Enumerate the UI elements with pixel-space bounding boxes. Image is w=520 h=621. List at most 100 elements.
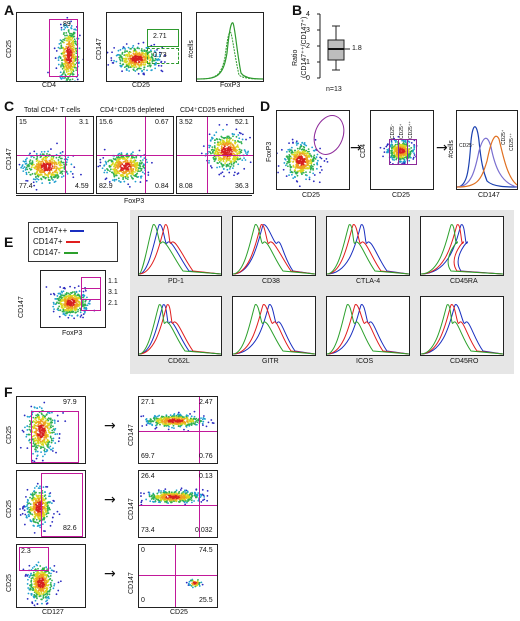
b-boxplot xyxy=(317,13,350,79)
f2-right-hline xyxy=(139,505,217,506)
c1-lr: 4.59 xyxy=(75,183,89,190)
a2-ylabel: CD147 xyxy=(96,38,103,60)
b-tick-2: 2 xyxy=(306,43,310,50)
f3-arrow: → xyxy=(104,566,116,582)
f1r-cloud xyxy=(140,410,215,432)
f1-left-gate xyxy=(31,411,79,463)
d2-dotplot: CD25⁻ CD25⁺ CD25⁺⁺ xyxy=(370,110,434,190)
f3l-cloud xyxy=(22,561,62,607)
b-median-label: 1.8 xyxy=(352,45,362,52)
c1-ll: 77.4 xyxy=(19,183,33,190)
panel-d-letter: D xyxy=(260,98,271,114)
f3-lr: 25.5 xyxy=(199,597,213,604)
a1-dotplot: 89 xyxy=(16,12,84,82)
f2-left-dotplot: 82.6 xyxy=(16,470,86,538)
c3-lr: 36.3 xyxy=(235,183,249,190)
f2-left-gate-value: 82.6 xyxy=(63,525,77,532)
e-scatter xyxy=(40,270,106,328)
f1-lr: 0.76 xyxy=(199,453,213,460)
d3-label-pp: CD25⁺⁺ xyxy=(509,132,515,151)
b-tick-1: 1 xyxy=(306,59,310,66)
f3-left-ylabel: CD25 xyxy=(6,574,13,592)
d2-gate-label-pp: CD25⁺⁺ xyxy=(408,120,414,139)
e-marker-label-gitr: GITR xyxy=(262,358,279,365)
f2-right-dotplot: 26.4 0.13 73.4 0.032 xyxy=(138,470,218,538)
e-gate-value-2: 3.1 xyxy=(108,289,118,296)
e-marker-label-cd62l: CD62L xyxy=(168,358,190,365)
c-ylabel: CD147 xyxy=(6,148,13,170)
e-legend-label-3: CD147- xyxy=(33,248,61,257)
c1-ur: 3.1 xyxy=(79,119,89,126)
d2-xlabel: CD25 xyxy=(392,192,410,199)
panel-c-letter: C xyxy=(4,98,15,114)
e-marker-label-cd45ro: CD45RO xyxy=(450,358,479,365)
f1-left-gate-value: 97.9 xyxy=(63,399,77,406)
f2-left-ylabel: CD25 xyxy=(6,500,13,518)
c2-ur: 0.67 xyxy=(155,119,169,126)
c3-hline xyxy=(177,155,253,156)
e-gate-value-3: 2.1 xyxy=(108,300,118,307)
e-hist-ctla-4 xyxy=(326,216,410,276)
c-xaxis-line xyxy=(16,195,252,196)
d1-cloud xyxy=(277,138,329,188)
f2-ul: 26.4 xyxy=(141,473,155,480)
f2-arrow: → xyxy=(104,492,116,508)
e-hist-icos xyxy=(326,296,410,356)
f1-left-ylabel: CD25 xyxy=(6,426,13,444)
c2-title: CD4⁺CD25 depleted xyxy=(100,107,165,114)
f3-right-dotplot: 0 74.5 0 25.5 xyxy=(138,544,218,608)
f1-left-dotplot: 97.9 xyxy=(16,396,86,464)
f3-ul: 0 xyxy=(141,547,145,554)
c3-ur: 52.1 xyxy=(235,119,249,126)
panel-b-letter: B xyxy=(292,2,303,18)
e-gate-value-1: 1.1 xyxy=(108,278,118,285)
a2-cloud xyxy=(107,41,166,76)
panel-a-letter: A xyxy=(4,2,15,18)
a1-cloud xyxy=(47,16,83,81)
a1-xlabel: CD4 xyxy=(42,82,57,89)
b-ylabel-1: Ratio xyxy=(292,49,299,66)
c3-dotplot: 3.52 52.1 8.08 36.3 xyxy=(176,116,254,194)
c2-ul: 15.6 xyxy=(99,119,113,126)
d1-gate xyxy=(313,115,345,155)
d2-gate-label-pos: CD25⁺ xyxy=(399,123,405,139)
c2-lr: 0.84 xyxy=(155,183,169,190)
f3-ur: 74.5 xyxy=(199,547,213,554)
f-left-xlabel: CD127 xyxy=(42,609,64,616)
d3-histogram: CD25⁻ CD25⁺ CD25⁺⁺ xyxy=(456,110,518,190)
c3-cloud xyxy=(200,123,252,178)
c3-ul: 3.52 xyxy=(179,119,193,126)
f2-right-ylabel: CD147 xyxy=(128,498,135,520)
a2-lower-gate xyxy=(147,48,179,64)
panel-e-letter: E xyxy=(4,234,14,250)
e-legend-item-2: CD147+ xyxy=(33,237,80,246)
c-xlabel: FoxP3 xyxy=(124,198,145,205)
e-marker-label-icos: ICOS xyxy=(356,358,374,365)
e-scatter-ylabel: CD147 xyxy=(18,296,25,318)
f1-right-dotplot: 27.1 2.47 69.7 0.76 xyxy=(138,396,218,464)
d1-xlabel: CD25 xyxy=(302,192,320,199)
d2-cloud xyxy=(379,135,418,166)
d-arrow-2: → xyxy=(436,140,448,156)
c1-ul: 15 xyxy=(19,119,27,126)
a2-lower-value: 0.73 xyxy=(153,52,167,59)
a2-xlabel: CD25 xyxy=(132,82,150,89)
e-legend-item-1: CD147++ xyxy=(33,226,85,235)
a2-upper-gate xyxy=(147,29,179,47)
f1-right-ylabel: CD147 xyxy=(128,424,135,446)
d1-dotplot xyxy=(276,110,350,190)
d2-gate-label-neg: CD25⁻ xyxy=(390,123,396,139)
c1-hline xyxy=(17,155,93,156)
f1-ur: 2.47 xyxy=(199,399,213,406)
e-hist-cd45ro xyxy=(420,296,504,356)
b-tick-3: 3 xyxy=(306,27,310,34)
e-hist-pd-1 xyxy=(138,216,222,276)
f2-left-gate xyxy=(41,473,83,537)
e-marker-label-cd45ra: CD45RA xyxy=(450,278,478,285)
e-legend-label-2: CD147+ xyxy=(33,237,63,246)
c1-title: Total CD4⁺ T cells xyxy=(24,107,81,114)
e-legend-item-3: CD147- xyxy=(33,248,78,257)
c3-title: CD4⁺CD25 enriched xyxy=(180,107,245,114)
f3-ll: 0 xyxy=(141,597,145,604)
f3-left-gate xyxy=(19,547,49,571)
